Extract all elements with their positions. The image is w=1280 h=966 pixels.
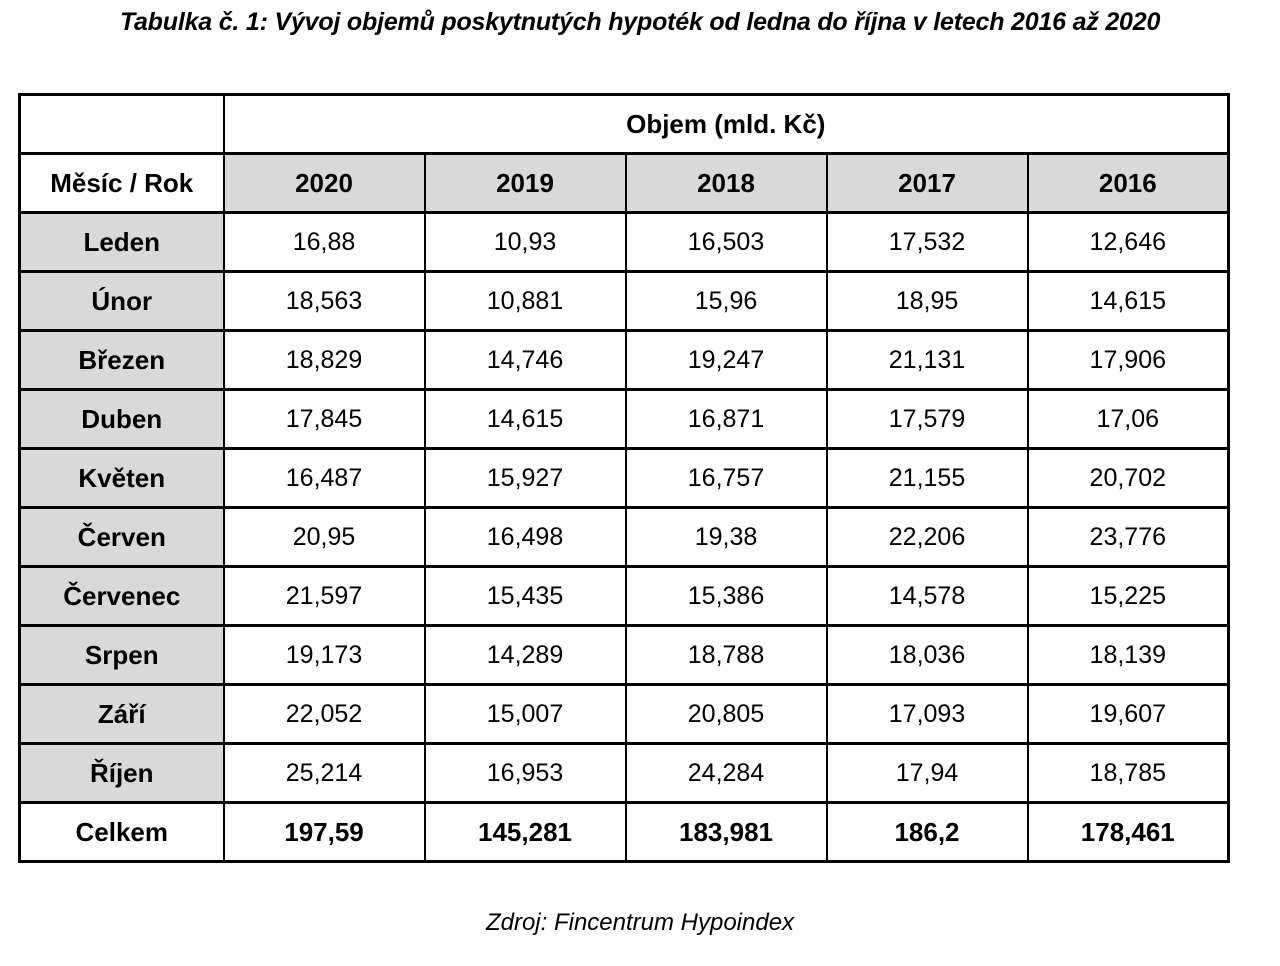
- month-row: Březen 18,829 14,746 19,247 21,131 17,906: [18, 329, 1230, 391]
- value-cell: 24,284: [624, 742, 828, 804]
- value-cell: 19,38: [624, 506, 828, 568]
- value-cell: 18,563: [222, 270, 426, 332]
- value-cell: 17,94: [825, 742, 1029, 804]
- value-cell: 14,615: [1026, 270, 1230, 332]
- value-cell: 22,206: [825, 506, 1029, 568]
- month-label-cell: Březen: [18, 329, 225, 391]
- value-cell: 21,131: [825, 329, 1029, 391]
- value-cell: 18,036: [825, 624, 1029, 686]
- table-header: Objem (mld. Kč) Měsíc / Rok 2020 2019 20…: [18, 93, 1230, 214]
- value-cell: 21,597: [222, 565, 426, 627]
- value-cell: 18,788: [624, 624, 828, 686]
- value-cell: 15,435: [423, 565, 627, 627]
- value-cell: 14,615: [423, 388, 627, 450]
- month-label-cell: Srpen: [18, 624, 225, 686]
- value-cell: 16,953: [423, 742, 627, 804]
- value-cell: 15,927: [423, 447, 627, 509]
- value-cell: 14,746: [423, 329, 627, 391]
- value-cell: 20,95: [222, 506, 426, 568]
- value-cell: 14,289: [423, 624, 627, 686]
- value-cell: 17,093: [825, 683, 1029, 745]
- month-row: Říjen 25,214 16,953 24,284 17,94 18,785: [18, 742, 1230, 804]
- value-cell: 23,776: [1026, 506, 1230, 568]
- total-value-cell: 145,281: [423, 801, 627, 863]
- month-label-cell: Únor: [18, 270, 225, 332]
- month-row: Únor 18,563 10,881 15,96 18,95 14,615: [18, 270, 1230, 332]
- year-header-cell: 2018: [624, 152, 828, 214]
- corner-empty-cell: [18, 93, 225, 155]
- value-cell: 19,247: [624, 329, 828, 391]
- value-cell: 15,007: [423, 683, 627, 745]
- month-row: Květen 16,487 15,927 16,757 21,155 20,702: [18, 447, 1230, 509]
- table-body: Leden 16,88 10,93 16,503 17,532 12,646 Únor 18,…: [18, 211, 1230, 804]
- year-header-cell: 2019: [423, 152, 627, 214]
- value-cell: 15,225: [1026, 565, 1230, 627]
- value-cell: 21,155: [825, 447, 1029, 509]
- source-credit: Zdroj: Fincentrum Hypoindex: [485, 909, 795, 936]
- value-cell: 10,881: [423, 270, 627, 332]
- value-cell: 10,93: [423, 211, 627, 273]
- value-cell: 17,06: [1026, 388, 1230, 450]
- value-cell: 22,052: [222, 683, 426, 745]
- value-cell: 19,173: [222, 624, 426, 686]
- value-cell: 17,906: [1026, 329, 1230, 391]
- value-cell: 17,579: [825, 388, 1029, 450]
- table-caption: Tabulka č. 1: Vývoj objemů poskytnutých …: [119, 8, 1161, 36]
- total-value-cell: 178,461: [1026, 801, 1230, 863]
- year-header-row: Měsíc / Rok 2020 2019 2018 2017 2016: [18, 152, 1230, 214]
- value-cell: 18,785: [1026, 742, 1230, 804]
- mortgage-volume-table: Objem (mld. Kč) Měsíc / Rok 2020 2019 20…: [18, 93, 1231, 863]
- month-label-cell: Květen: [18, 447, 225, 509]
- year-header-cell: 2016: [1026, 152, 1230, 214]
- value-cell: 18,139: [1026, 624, 1230, 686]
- month-label-cell: Leden: [18, 211, 225, 273]
- total-value-cell: 183,981: [624, 801, 828, 863]
- value-cell: 15,386: [624, 565, 828, 627]
- value-cell: 16,757: [624, 447, 828, 509]
- value-cell: 17,845: [222, 388, 426, 450]
- value-cell: 19,607: [1026, 683, 1230, 745]
- month-label-cell: Červenec: [18, 565, 225, 627]
- value-cell: 20,702: [1026, 447, 1230, 509]
- value-cell: 20,805: [624, 683, 828, 745]
- month-row: Duben 17,845 14,615 16,871 17,579 17,06: [18, 388, 1230, 450]
- value-cell: 14,578: [825, 565, 1029, 627]
- month-label-cell: Říjen: [18, 742, 225, 804]
- value-cell: 18,95: [825, 270, 1029, 332]
- year-header-cell: 2017: [825, 152, 1029, 214]
- table-footer: Celkem 197,59 145,281 183,981 186,2 178,…: [18, 801, 1230, 863]
- value-cell: 16,498: [423, 506, 627, 568]
- value-cell: 15,96: [624, 270, 828, 332]
- month-label-cell: Duben: [18, 388, 225, 450]
- month-row: Srpen 19,173 14,289 18,788 18,036 18,139: [18, 624, 1230, 686]
- month-row: Červenec 21,597 15,435 15,386 14,578 15,225: [18, 565, 1230, 627]
- value-cell: 12,646: [1026, 211, 1230, 273]
- value-cell: 16,871: [624, 388, 828, 450]
- corner-header-cell: Měsíc / Rok: [18, 152, 225, 214]
- volume-unit-header-cell: Objem (mld. Kč): [222, 93, 1230, 155]
- year-header-cell: 2020: [222, 152, 426, 214]
- month-label-cell: Červen: [18, 506, 225, 568]
- volume-header-row: Objem (mld. Kč): [18, 93, 1230, 155]
- total-row: Celkem 197,59 145,281 183,981 186,2 178,…: [18, 801, 1230, 863]
- month-label-cell: Září: [18, 683, 225, 745]
- value-cell: 16,88: [222, 211, 426, 273]
- total-value-cell: 186,2: [825, 801, 1029, 863]
- value-cell: 17,532: [825, 211, 1029, 273]
- total-label-cell: Celkem: [18, 801, 225, 863]
- value-cell: 18,829: [222, 329, 426, 391]
- month-row: Červen 20,95 16,498 19,38 22,206 23,776: [18, 506, 1230, 568]
- value-cell: 16,503: [624, 211, 828, 273]
- total-value-cell: 197,59: [222, 801, 426, 863]
- month-row: Září 22,052 15,007 20,805 17,093 19,607: [18, 683, 1230, 745]
- value-cell: 25,214: [222, 742, 426, 804]
- month-row: Leden 16,88 10,93 16,503 17,532 12,646: [18, 211, 1230, 273]
- value-cell: 16,487: [222, 447, 426, 509]
